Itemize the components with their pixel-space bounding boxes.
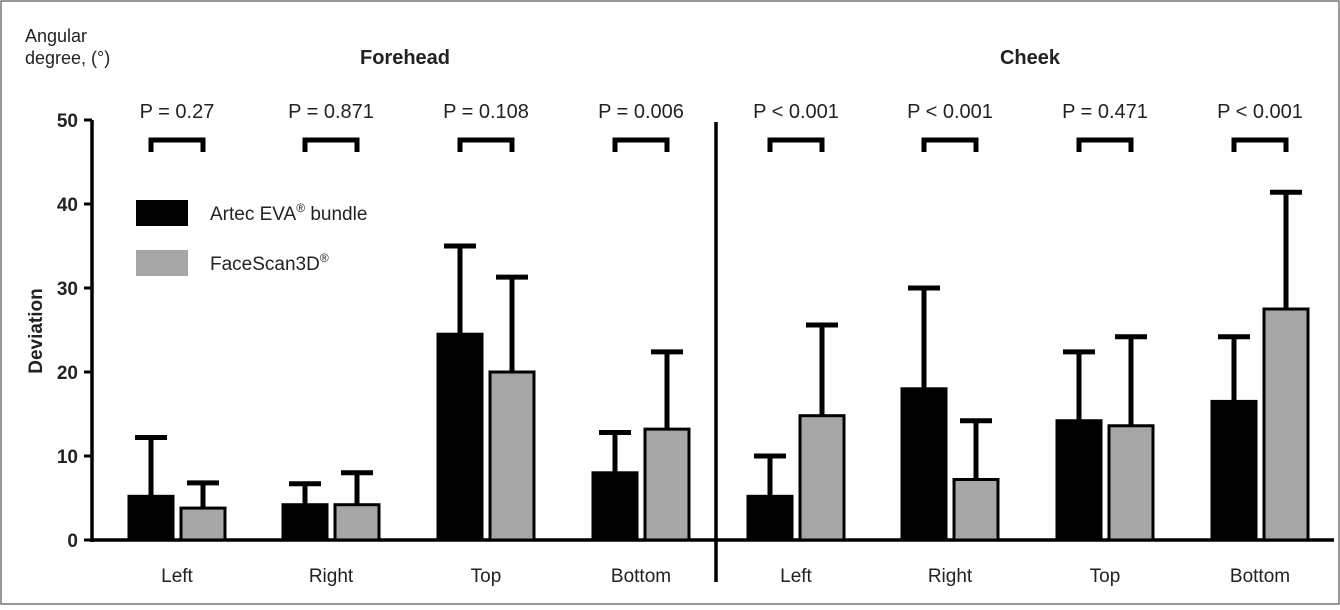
significance-bracket [302,137,360,152]
bar-series-1 [281,503,329,542]
p-value-label: P < 0.001 [1217,101,1303,123]
x-tick-label: Bottom [611,566,671,587]
significance-bracket [457,137,515,152]
significance-bracket [1076,137,1134,152]
group-title-cheek: Cheek [1000,47,1061,69]
group-title-forehead: Forehead [360,47,450,69]
bar-series-1 [1210,399,1258,542]
significance-bracket [1231,137,1289,152]
p-value-label: P = 0.471 [1062,101,1148,123]
y-axis-label: Deviation [26,288,47,374]
bar-series-2 [643,427,691,542]
x-tick-label: Left [161,566,193,587]
significance-bracket [612,137,670,152]
bar-series-1 [746,494,794,542]
p-value-label: P = 0.006 [598,101,684,123]
legend-label: Artec EVA® bundle [210,201,367,225]
bar-series-2 [1107,424,1155,542]
significance-bracket [921,137,979,152]
significance-bracket [148,137,206,152]
legend-label: FaceScan3D® [210,251,329,275]
p-value-label: P = 0.108 [443,101,529,123]
bar-series-2 [488,370,536,542]
x-tick-label: Top [471,566,502,587]
legend-swatch [136,250,188,276]
y-tick-label: 0 [67,531,78,552]
legend-swatch [136,200,188,226]
y-tick-label: 50 [57,111,78,132]
x-tick-label: Bottom [1230,566,1290,587]
bar-series-2 [952,478,1000,542]
x-tick-label: Right [309,566,354,587]
bar-series-2 [798,414,846,542]
p-value-label: P = 0.27 [140,101,215,123]
bar-series-1 [127,494,175,542]
bar-series-2 [1262,307,1310,542]
p-value-label: P < 0.001 [753,101,839,123]
p-value-label: P = 0.871 [288,101,374,123]
y-axis-top-label: Angular degree, (°) [25,26,110,68]
y-tick-label: 10 [57,447,78,468]
bar-series-1 [436,332,484,542]
significance-bracket [767,137,825,152]
p-value-label: P < 0.001 [907,101,993,123]
bar-series-1 [1055,419,1103,542]
y-tick-label: 30 [57,279,78,300]
bar-series-2 [333,503,381,542]
bars [127,189,1310,542]
x-tick-label: Right [928,566,973,587]
y-tick-label: 20 [57,363,78,384]
x-tick-label: Left [780,566,812,587]
bar-series-1 [900,387,948,542]
x-tick-label: Top [1090,566,1121,587]
bar-series-2 [179,506,227,542]
bar-series-1 [591,471,639,542]
legend: Artec EVA® bundle FaceScan3D® [136,200,367,276]
annotations: P = 0.27 P = 0.871 P = 0.108 P = 0.006 P < 0… [140,101,1303,152]
y-tick-label: 40 [57,195,78,216]
